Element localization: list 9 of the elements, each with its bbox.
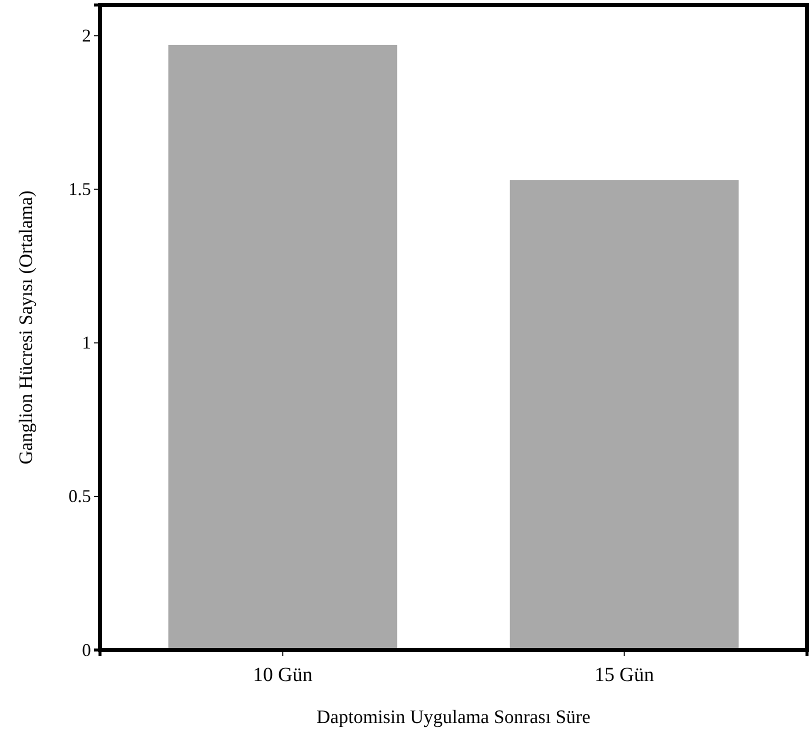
x-tick-label: 15 Gün: [594, 664, 654, 686]
x-tick-label: 10 Gün: [253, 664, 312, 686]
y-axis-title: Ganglion Hücresi Sayısı (Ortalama): [16, 190, 37, 464]
y-tick-label: 1.5: [68, 179, 91, 200]
y-tick-label: 0: [82, 640, 91, 660]
y-tick-label: 2: [82, 25, 91, 46]
y-tick-label: 1: [82, 332, 91, 353]
y-tick-label: 0.5: [68, 486, 91, 506]
x-axis-title: Daptomisin Uygulama Sonrası Süre: [316, 707, 590, 728]
